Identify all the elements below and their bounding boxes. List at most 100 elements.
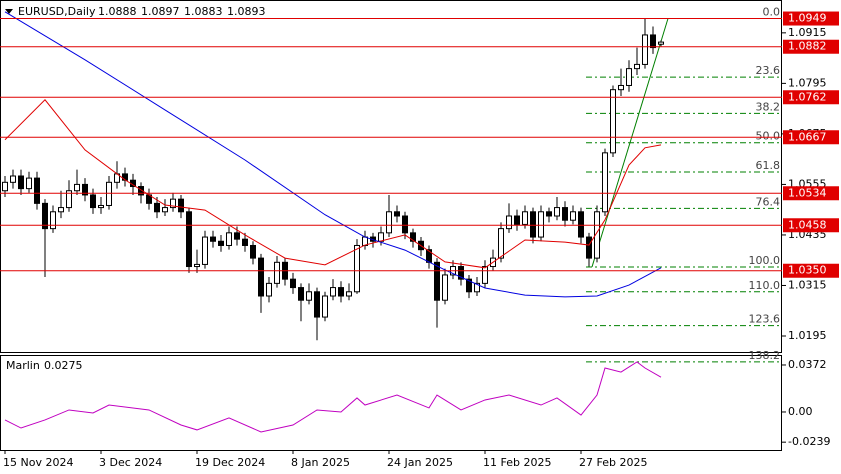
candle-body xyxy=(602,152,608,213)
fib-label: 110.0 xyxy=(749,279,781,292)
candle-body xyxy=(106,181,112,206)
y-tick-label: 1.0795 xyxy=(788,76,827,89)
candle-body xyxy=(50,211,56,230)
candle-body xyxy=(34,177,40,204)
candle-body xyxy=(258,257,264,297)
candle-body xyxy=(202,236,208,265)
x-tick-label: 15 Nov 2024 xyxy=(3,456,73,469)
candle-body xyxy=(226,232,232,246)
candle-body xyxy=(234,232,240,240)
candle-body xyxy=(482,266,488,284)
candle-body xyxy=(162,207,168,213)
candle-body xyxy=(250,244,256,259)
candle-body xyxy=(306,291,312,301)
candle-body xyxy=(634,63,640,70)
candle-body xyxy=(378,232,384,242)
level-tag xyxy=(783,263,839,278)
y-tick-label: 1.0315 xyxy=(788,278,827,291)
candle-body xyxy=(538,211,544,238)
candle-body xyxy=(2,181,8,192)
fib-label: 123.6 xyxy=(749,313,781,326)
candle-body xyxy=(266,282,272,297)
level-tag xyxy=(783,186,839,201)
candle-body xyxy=(442,274,448,301)
candle-body xyxy=(74,183,80,192)
candle-body xyxy=(18,175,24,190)
level-label: 1.0762 xyxy=(788,90,827,103)
candle-body xyxy=(242,238,248,246)
fib-label: 38.2 xyxy=(756,100,781,113)
indicator-value: 0.0275 xyxy=(44,359,83,372)
candle-body xyxy=(578,211,584,238)
fib-label: 138.2 xyxy=(749,349,781,362)
level-tag xyxy=(783,11,839,26)
candle-body xyxy=(154,202,160,213)
low-value: 1.0883 xyxy=(184,5,223,18)
candle-body xyxy=(514,215,520,225)
indicator-line xyxy=(4,99,662,269)
candle-body xyxy=(594,211,600,259)
candle-body xyxy=(218,240,224,246)
candle-body xyxy=(194,263,200,268)
candle-body xyxy=(170,198,176,209)
candle-body xyxy=(82,183,88,196)
level-tag xyxy=(783,39,839,54)
candle-body xyxy=(402,215,408,234)
x-tick-label: 19 Dec 2024 xyxy=(195,456,265,469)
fib-label: 0.0 xyxy=(763,6,781,19)
level-tag xyxy=(783,218,839,233)
level-label: 1.0534 xyxy=(788,186,827,199)
candle-body xyxy=(522,211,528,225)
level-label: 1.0949 xyxy=(788,12,827,25)
candle-body xyxy=(410,232,416,242)
close-value: 1.0893 xyxy=(227,5,266,18)
candle-body xyxy=(434,261,440,301)
candle-body xyxy=(90,194,96,209)
level-label: 1.0350 xyxy=(788,264,827,277)
fib-label: 23.6 xyxy=(756,64,781,77)
candle-body xyxy=(338,287,344,297)
candle-body xyxy=(178,198,184,213)
candle-body xyxy=(386,211,392,234)
indicator-title: Marlin xyxy=(6,359,40,372)
y-tick-label: 0.00 xyxy=(788,405,813,418)
x-tick-label: 27 Feb 2025 xyxy=(579,456,647,469)
candle-body xyxy=(42,202,48,230)
indicator-line xyxy=(4,11,662,298)
candle-body xyxy=(570,211,576,221)
candle-body xyxy=(626,68,632,86)
fib-label: 100.0 xyxy=(749,254,781,267)
y-tick-label: -0.0239 xyxy=(788,435,830,448)
candle-body xyxy=(58,207,64,213)
indicator-panel xyxy=(0,355,782,451)
candle-body xyxy=(562,207,568,221)
level-label: 1.0667 xyxy=(788,130,827,143)
candle-body xyxy=(506,215,512,230)
candle-body xyxy=(650,34,656,49)
candle-body xyxy=(658,41,664,45)
menu-arrow xyxy=(5,9,13,14)
open-value: 1.0888 xyxy=(98,5,137,18)
candle-body xyxy=(98,204,104,209)
x-tick-label: 11 Feb 2025 xyxy=(483,456,551,469)
indicator-line xyxy=(4,361,662,433)
main-panel xyxy=(0,0,782,353)
candle-body xyxy=(10,175,16,183)
candle-body xyxy=(210,236,216,242)
candle-body xyxy=(474,282,480,293)
candle-body xyxy=(298,287,304,301)
candle-body xyxy=(458,266,464,280)
candle-body xyxy=(314,291,320,318)
level-tag xyxy=(783,90,839,105)
x-tick-label: 8 Jan 2025 xyxy=(291,456,350,469)
candle-body xyxy=(618,84,624,91)
chart-title: EURUSD,Daily xyxy=(18,5,96,18)
y-tick-label: 0.0372 xyxy=(788,358,827,371)
candle-body xyxy=(330,287,336,297)
candle-body xyxy=(354,244,360,293)
candle-body xyxy=(610,89,616,154)
high-value: 1.0897 xyxy=(141,5,180,18)
fib-label: 50.0 xyxy=(756,130,781,143)
